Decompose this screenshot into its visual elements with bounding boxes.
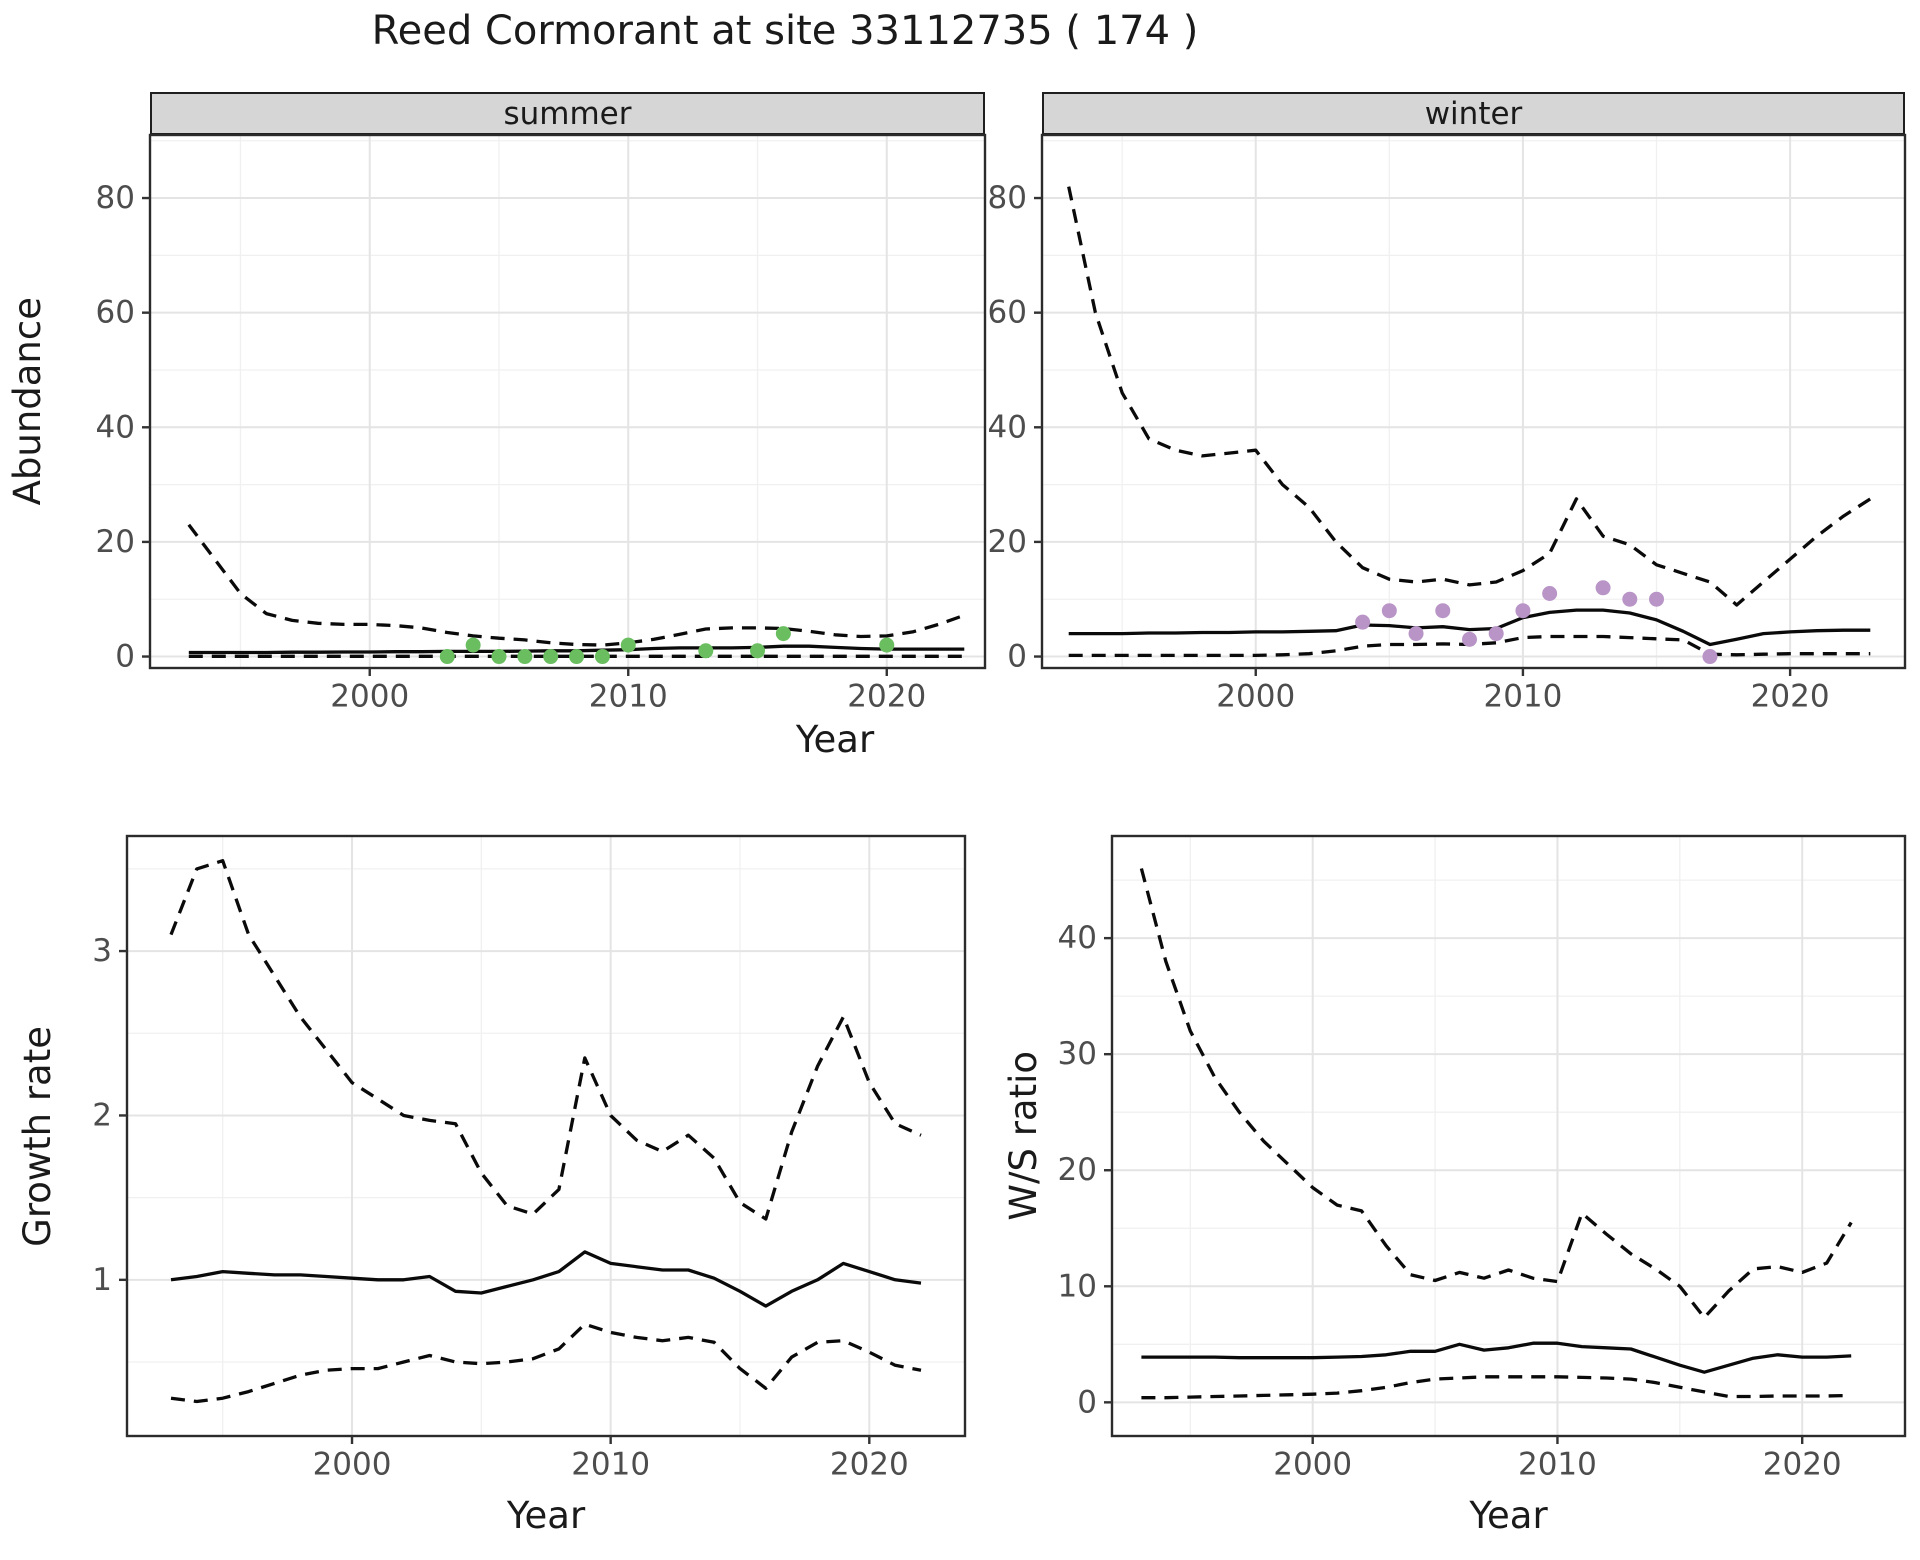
winter-observed-counts-point: [1595, 580, 1611, 596]
winter-observed-counts-point: [1622, 591, 1638, 607]
x-tick-label: 2010: [589, 678, 668, 714]
facet-strip-summer-label: summer: [503, 95, 632, 132]
x-tick-label: 2020: [830, 1446, 909, 1482]
summer-observed-counts-point: [879, 637, 895, 653]
summer-observed-counts-point: [465, 637, 481, 653]
panel-background: [1112, 836, 1905, 1436]
x-tick-label: 2010: [1518, 1446, 1597, 1482]
y-tick-label: 30: [1058, 1036, 1097, 1072]
x-axis-title-year-ws: Year: [1469, 1494, 1548, 1537]
growth-rate-plot: 2000 2010 2020 1 2 3: [92, 834, 967, 1482]
summer-observed-counts-point: [543, 649, 559, 665]
summer-observed-counts-point: [491, 649, 507, 665]
x-tick-label: 2010: [1483, 678, 1562, 714]
facet-strip-winter-label: winter: [1424, 95, 1523, 132]
x-tick-label: 2010: [571, 1446, 650, 1482]
y-tick-label: 40: [1058, 920, 1097, 956]
y-axis-title-growth-rate: Growth rate: [15, 1025, 59, 1247]
x-tick-label: 2020: [1751, 678, 1830, 714]
winter-observed-counts-point: [1461, 631, 1477, 647]
y-tick-label: 1: [92, 1262, 112, 1298]
summer-observed-counts-point: [750, 643, 766, 659]
growth-upper-ci-line: [169, 859, 922, 1221]
panel-border: [1040, 133, 1907, 670]
winter-observed-counts-point: [1702, 649, 1718, 665]
abundance-winter-plot: 2000 2010 2020 0 20 40 60 80: [988, 133, 1907, 714]
winter-observed-counts-point: [1488, 626, 1504, 642]
summer-upper-ci-line: [187, 523, 965, 647]
growth-median-line: [170, 1250, 922, 1308]
summer-observed-counts-point: [775, 626, 791, 642]
x-tick-label: 2000: [313, 1446, 392, 1482]
ws-ratio-plot: 2000 2010 2020 0 10 20 30 40: [1058, 834, 1907, 1482]
y-tick-label: 10: [1058, 1268, 1097, 1304]
x-tick-label: 2020: [847, 678, 926, 714]
y-tick-label: 3: [92, 933, 112, 969]
summer-observed-counts-point: [439, 649, 455, 665]
panel-border: [125, 834, 967, 1438]
panel-background: [127, 836, 965, 1436]
winter-observed-counts-point: [1649, 591, 1665, 607]
y-tick-label: 80: [988, 180, 1027, 216]
y-axis-title-ws-ratio: W/S ratio: [1001, 1051, 1045, 1221]
facet-strip-winter: winter: [1042, 92, 1905, 135]
summer-observed-counts-point: [594, 649, 610, 665]
facet-strip-summer: summer: [150, 92, 985, 135]
y-tick-label: 40: [988, 409, 1027, 445]
y-tick-label: 0: [1077, 1384, 1097, 1420]
x-tick-label: 2000: [1273, 1446, 1352, 1482]
summer-observed-counts-point: [698, 643, 714, 659]
abundance-summer-plot: 2000 2010 2020 0 20 40 60 80: [96, 133, 987, 714]
panel-border: [1110, 834, 1907, 1438]
growth-lower-ci-line: [170, 1322, 922, 1404]
y-tick-label: 20: [1058, 1152, 1097, 1188]
y-tick-label: 0: [1007, 639, 1027, 675]
summer-observed-counts-point: [620, 637, 636, 653]
x-axis-title-year-top: Year: [795, 718, 875, 761]
y-tick-label: 20: [96, 524, 135, 560]
ws-lower-ci-line: [1141, 1375, 1852, 1400]
x-tick-label: 2000: [330, 678, 409, 714]
ws-median-line: [1141, 1341, 1852, 1374]
y-tick-label: 80: [96, 180, 135, 216]
y-tick-label: 60: [96, 295, 135, 331]
chart-title: Reed Cormorant at site 33112735 ( 174 ): [371, 8, 1199, 54]
winter-upper-ci-line: [1067, 186, 1872, 607]
winter-median-line: [1068, 608, 1871, 647]
panel-border: [148, 133, 987, 670]
y-axis-title-abundance: Abundance: [5, 296, 49, 506]
x-tick-label: 2020: [1763, 1446, 1842, 1482]
x-tick-label: 2000: [1216, 678, 1295, 714]
summer-observed-counts-point: [569, 649, 585, 665]
y-tick-label: 60: [988, 295, 1027, 331]
y-tick-label: 0: [115, 639, 135, 675]
y-tick-label: 40: [96, 409, 135, 445]
winter-observed-counts-point: [1408, 626, 1424, 642]
winter-observed-counts-point: [1381, 603, 1397, 619]
winter-observed-counts-point: [1515, 603, 1531, 619]
summer-observed-counts-point: [517, 649, 533, 665]
panel-background: [1042, 135, 1905, 668]
winter-observed-counts-point: [1435, 603, 1451, 619]
winter-observed-counts-point: [1542, 585, 1558, 601]
y-tick-label: 20: [988, 524, 1027, 560]
y-tick-label: 2: [92, 1097, 112, 1133]
x-axis-title-year-growth: Year: [506, 1494, 586, 1537]
winter-observed-counts-point: [1355, 614, 1371, 630]
panel-background: [150, 135, 985, 668]
